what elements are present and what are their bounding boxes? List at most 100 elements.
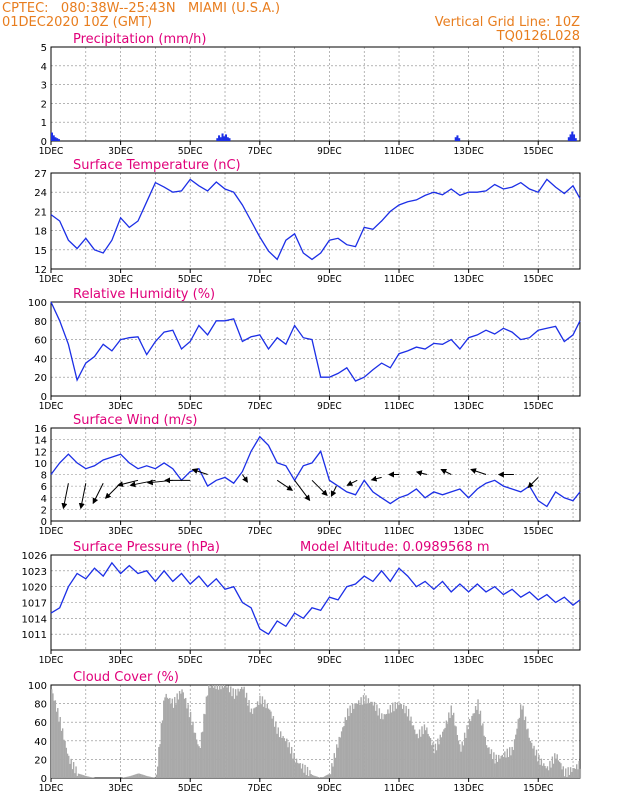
cloud-bar <box>156 775 157 778</box>
cloud-bar <box>239 691 240 778</box>
cloud-bar <box>526 729 527 778</box>
cloud-bar <box>286 739 287 778</box>
cloud-bar <box>279 737 280 778</box>
cloud-bar <box>483 736 484 778</box>
x-tick-label: 3DEC <box>108 783 133 794</box>
cloud-bar <box>315 776 316 778</box>
cloud-bar <box>142 775 143 778</box>
cloud-bar <box>366 704 367 778</box>
cloud-bar <box>202 732 203 778</box>
cloud-bar <box>58 722 59 778</box>
precip-bar <box>223 136 225 141</box>
cloud-bar <box>476 710 477 778</box>
cloud-bar <box>173 708 174 778</box>
cloud-bar <box>341 731 342 778</box>
cloud-bar <box>51 689 52 778</box>
cloud-bar <box>127 777 128 778</box>
cloud-bar <box>436 750 437 778</box>
wind-arrow <box>63 483 68 508</box>
cloud-bar <box>262 696 263 778</box>
cloud-bar <box>521 709 522 778</box>
precip-bar <box>51 133 53 141</box>
cloud-bar <box>570 767 571 778</box>
cloud-bar <box>572 768 573 778</box>
cloud-bar <box>148 777 149 778</box>
cloud-bar <box>414 730 415 778</box>
cloud-bar <box>208 685 209 778</box>
wind-arrow <box>441 470 451 475</box>
precip-bar <box>573 134 575 141</box>
header-date: 01DEC2020 10Z (GMT) <box>2 15 152 30</box>
cloud-bar <box>391 712 392 778</box>
wind-arrow <box>331 486 336 496</box>
cloud-bar <box>219 685 220 778</box>
cloud-bar <box>574 768 575 778</box>
cloud-bar <box>409 721 410 778</box>
cloud-bar <box>209 688 210 778</box>
cloud-bar <box>291 747 292 778</box>
x-tick-label: 9DEC <box>317 146 342 157</box>
x-tick-label: 9DEC <box>317 274 342 285</box>
cloud-bar <box>470 721 471 778</box>
cloud-bar <box>544 766 545 778</box>
cloud-bar <box>302 764 303 778</box>
x-tick-label: 3DEC <box>108 274 133 285</box>
x-tick-label: 13DEC <box>453 274 483 285</box>
cloud-bar <box>416 734 417 778</box>
cloud-bar <box>329 774 330 778</box>
x-tick-label: 1DEC <box>39 274 64 285</box>
cloud-bar <box>364 704 365 778</box>
cloud-bar <box>195 733 196 778</box>
cloud-bar <box>427 734 428 778</box>
cloud-bar <box>448 712 449 778</box>
cloud-bar <box>169 698 170 778</box>
cloud-bar <box>453 713 454 778</box>
cloud-bar <box>192 722 193 778</box>
x-tick-label: 11DEC <box>384 146 414 157</box>
cloud-bar <box>465 738 466 778</box>
cloud-bar <box>532 749 533 778</box>
cloud-bar <box>276 734 277 778</box>
cloud-bar <box>331 763 332 778</box>
cloud-bar <box>357 704 358 778</box>
x-tick-label: 3DEC <box>108 146 133 157</box>
cloud-bar <box>81 775 82 778</box>
cloud-bar <box>229 692 230 778</box>
y-tick-label: 1023 <box>22 567 47 578</box>
cloud-bar <box>52 693 53 778</box>
cloud-bar <box>577 769 578 778</box>
cloud-bar <box>553 764 554 778</box>
cloud-bar <box>180 694 181 778</box>
cloud-bar <box>575 769 576 778</box>
cloud-bar <box>441 737 442 778</box>
cloud-bar <box>376 704 377 778</box>
cloud-bar <box>258 705 259 778</box>
cloud-bar <box>430 738 431 778</box>
cloud-bar <box>307 767 308 778</box>
cloud-bar <box>535 756 536 778</box>
cloud-bar <box>533 746 534 778</box>
x-tick-label: 5DEC <box>178 526 203 537</box>
cloud-bar <box>460 752 461 778</box>
x-tick-label: 15DEC <box>523 146 553 157</box>
x-tick-label: 1DEC <box>39 146 64 157</box>
panel-title: Relative Humidity (%) <box>73 287 215 302</box>
cloud-bar <box>124 777 125 778</box>
cloud-bar <box>296 759 297 778</box>
cloud-bar <box>137 774 138 778</box>
cloud-bar <box>69 764 70 778</box>
cloud-bar <box>388 713 389 778</box>
precip-bar <box>456 135 458 141</box>
cloud-bar <box>326 775 327 778</box>
cloud-bar <box>187 704 188 778</box>
x-tick-label: 1DEC <box>39 526 64 537</box>
cloud-bar <box>507 749 508 778</box>
x-tick-label: 3DEC <box>108 401 133 412</box>
cloud-bar <box>557 754 558 778</box>
cloud-bar <box>461 741 462 778</box>
cloud-bar <box>308 776 309 778</box>
cloud-bar <box>303 773 304 778</box>
precip-bar <box>53 135 55 141</box>
cloud-bar <box>485 737 486 778</box>
cloud-bar <box>236 696 237 778</box>
